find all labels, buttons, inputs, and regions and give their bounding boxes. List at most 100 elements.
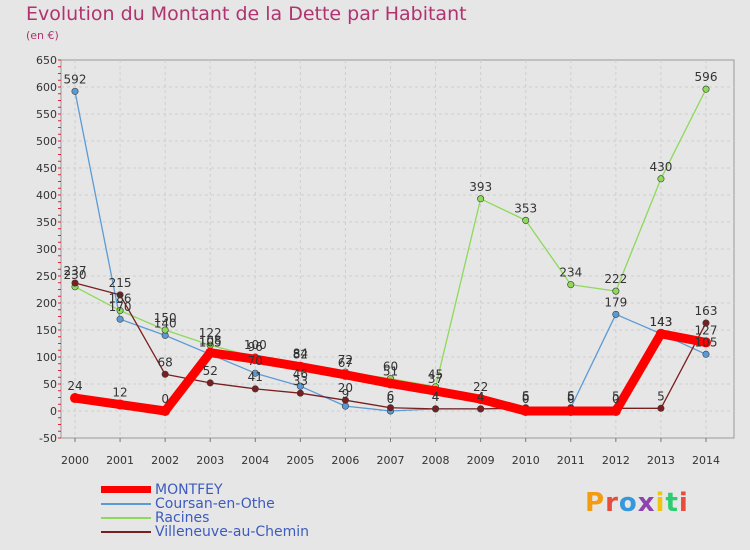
y-tick-label: 350 xyxy=(36,216,57,229)
data-label: 0 xyxy=(612,392,620,406)
data-point xyxy=(702,319,710,327)
data-label: 122 xyxy=(199,326,222,340)
legend-swatch-racines xyxy=(101,517,151,519)
y-tick-label: 150 xyxy=(36,324,57,337)
data-label: 353 xyxy=(514,201,537,215)
data-label: 51 xyxy=(383,364,398,378)
logo-letter: x xyxy=(637,488,656,518)
data-point xyxy=(341,396,349,404)
legend-label-villeneuve: Villeneuve-au-Chemin xyxy=(155,524,310,540)
data-label: 37 xyxy=(428,372,443,386)
x-tick-label: 2001 xyxy=(106,454,134,467)
data-label: 6 xyxy=(567,389,575,403)
y-tick-label: 200 xyxy=(36,297,57,310)
data-label: 170 xyxy=(109,300,132,314)
data-point xyxy=(386,404,394,412)
y-axis: -50 0 50 100 150 200 250 300 350 400 450 500 550 600 6… xyxy=(36,54,61,445)
data-point xyxy=(160,406,171,416)
data-label: 0 xyxy=(161,392,169,406)
data-label: 82 xyxy=(293,348,308,362)
data-label: 12 xyxy=(112,386,127,400)
legend-label-racines: Racines xyxy=(155,510,210,526)
y-tick-label: 300 xyxy=(36,243,57,256)
logo-letter: t xyxy=(665,488,679,518)
data-point xyxy=(701,337,711,348)
data-point xyxy=(657,404,665,412)
data-point xyxy=(70,393,80,404)
grid-lines xyxy=(61,60,734,438)
logo-letter: P xyxy=(585,488,606,518)
data-label: 84 xyxy=(293,347,308,361)
x-tick-label: 2007 xyxy=(377,454,405,467)
data-label: 105 xyxy=(199,335,222,349)
data-label: 60 xyxy=(383,360,398,374)
data-label: 0 xyxy=(387,392,395,406)
logo-letter: r xyxy=(605,488,619,518)
data-point xyxy=(522,216,530,224)
data-label: 163 xyxy=(695,304,718,318)
logo-letter: i xyxy=(678,488,689,518)
logo-letter: i xyxy=(655,488,666,518)
data-point xyxy=(206,379,214,387)
x-tick-label: 2008 xyxy=(422,454,450,467)
data-point xyxy=(251,369,259,377)
data-point xyxy=(116,307,124,315)
data-point xyxy=(477,405,485,413)
y-tick-label: 450 xyxy=(36,162,57,175)
x-tick-label: 2006 xyxy=(331,454,359,467)
data-point xyxy=(475,394,486,405)
x-tick-label: 2010 xyxy=(512,454,540,467)
data-label: 222 xyxy=(604,272,627,286)
data-point xyxy=(477,195,485,203)
x-tick-label: 2000 xyxy=(61,454,89,467)
data-label: 0 xyxy=(567,392,575,406)
y-tick-label: 550 xyxy=(36,108,57,121)
data-point xyxy=(71,87,79,95)
data-label: 186 xyxy=(109,292,132,306)
data-label: 46 xyxy=(293,367,308,381)
data-label: 6 xyxy=(522,389,530,403)
data-label: 234 xyxy=(559,266,582,280)
y-tick-label: 100 xyxy=(36,351,57,364)
data-label: 150 xyxy=(154,311,177,325)
data-label: 4 xyxy=(477,390,485,404)
y-tick-label: 500 xyxy=(36,135,57,148)
data-point xyxy=(251,385,259,393)
data-point xyxy=(161,326,169,334)
data-point xyxy=(296,389,304,397)
y-tick-label: 50 xyxy=(43,378,57,391)
logo-letter: o xyxy=(618,488,638,518)
data-point xyxy=(610,406,621,416)
data-label: 4 xyxy=(432,390,440,404)
data-label: 52 xyxy=(203,364,218,378)
data-label: 22 xyxy=(473,380,488,394)
legend-swatch-villeneuve xyxy=(101,531,151,533)
y-tick-label: 0 xyxy=(50,405,57,418)
x-tick-label: 2012 xyxy=(602,454,630,467)
y-tick-label: 250 xyxy=(36,270,57,283)
data-label: 5 xyxy=(567,389,575,403)
data-point xyxy=(655,328,666,339)
data-point xyxy=(432,405,440,413)
data-label: 4 xyxy=(432,390,440,404)
chart-subtitle: (en €) xyxy=(26,29,59,42)
data-point xyxy=(565,406,576,416)
legend-swatch-coursan xyxy=(101,503,151,505)
legend-label-montfey: MONTFEY xyxy=(155,482,223,498)
data-label: 127 xyxy=(695,323,718,337)
data-label: 0 xyxy=(522,392,530,406)
data-label: 24 xyxy=(67,379,82,393)
series-layer xyxy=(70,85,711,416)
data-point xyxy=(115,399,126,410)
data-label: 20 xyxy=(338,381,353,395)
data-point xyxy=(250,354,261,365)
x-tick-label: 2011 xyxy=(557,454,585,467)
data-label: 45 xyxy=(428,368,443,382)
data-point xyxy=(612,310,620,318)
data-point xyxy=(520,406,531,416)
data-point xyxy=(205,347,216,358)
data-point xyxy=(702,85,710,93)
data-label: 592 xyxy=(64,72,87,86)
y-tick-label: -50 xyxy=(39,432,57,445)
